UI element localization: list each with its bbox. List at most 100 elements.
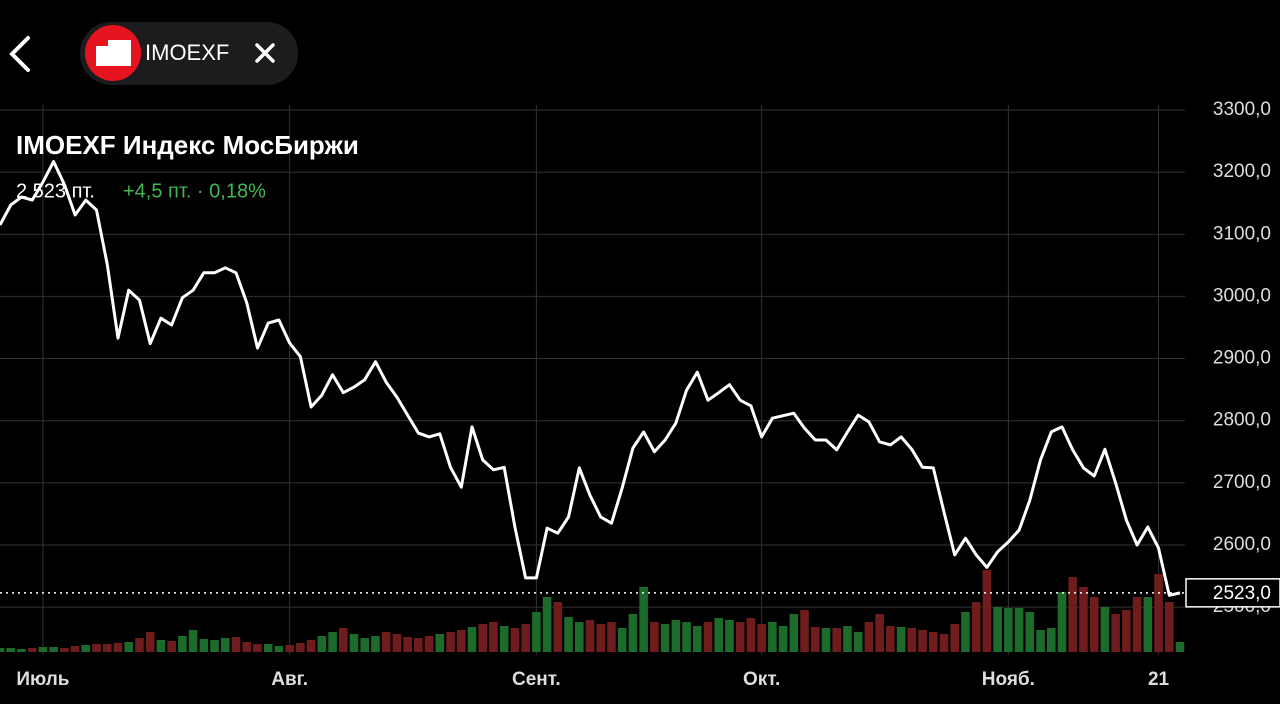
volume-bar	[1111, 614, 1120, 652]
chart-title: IMOEXF Индекс МосБиржи	[16, 130, 359, 160]
volume-bar	[1143, 597, 1153, 652]
volume-bar	[38, 647, 48, 652]
volume-bar	[242, 642, 252, 652]
y-tick-label: 3000,0	[1213, 285, 1271, 306]
volume-bar	[725, 620, 734, 652]
volume-bar	[478, 624, 488, 652]
volume-bar	[553, 602, 563, 652]
volume-bar	[210, 640, 219, 652]
volume-bar	[982, 570, 992, 652]
volume-bar	[81, 645, 91, 652]
volume-bar	[682, 622, 691, 652]
volume-bar	[1175, 642, 1185, 652]
volume-bar	[285, 645, 294, 652]
volume-bar	[338, 628, 348, 652]
volume-bar	[6, 648, 16, 652]
volume-bar	[467, 627, 477, 652]
x-tick-label: Авг.	[271, 669, 308, 690]
y-tick-label: 3300,0	[1213, 99, 1271, 120]
volume-bar	[1100, 607, 1110, 652]
volume-bar	[521, 624, 530, 652]
volume-bar	[671, 620, 681, 652]
volume-bar	[499, 626, 509, 652]
price-marker-box	[1185, 578, 1280, 608]
volume-bar	[757, 624, 766, 652]
volume-bar	[424, 636, 434, 652]
volume-bar	[263, 644, 273, 652]
volume-bar	[435, 634, 445, 652]
plot: 2500,02600,02700,02800,02900,03000,03100…	[0, 99, 1280, 690]
volume-bar	[961, 612, 970, 652]
volume-bar	[1025, 612, 1035, 652]
volume-bar	[596, 624, 606, 652]
volume-bar	[0, 648, 5, 652]
volume-bar	[660, 624, 670, 652]
volume-bar	[414, 638, 423, 652]
volume-bar	[60, 648, 69, 652]
volume-bar	[446, 632, 455, 652]
ticker: IMOEXF	[145, 40, 229, 65]
volume-bar	[639, 587, 648, 652]
volume-bar	[489, 622, 498, 652]
volume-bar	[1154, 574, 1163, 652]
volume-bar	[360, 638, 370, 652]
volume-bar	[778, 626, 788, 652]
volume-bar	[768, 622, 777, 652]
volume-bar	[156, 640, 166, 652]
volume-bar	[692, 626, 702, 652]
volume-bar	[392, 634, 402, 652]
volume-bar	[746, 618, 756, 652]
volume-bar	[349, 634, 359, 652]
y-tick-label: 3200,0	[1213, 161, 1271, 182]
volume-bar	[124, 642, 134, 652]
y-tick-label: 2900,0	[1213, 348, 1271, 369]
volume-bar	[328, 632, 337, 652]
volume-bar	[199, 639, 209, 652]
volume-bar	[306, 640, 316, 652]
volume-bar	[145, 632, 155, 652]
volume-bar	[939, 634, 949, 652]
volume-bar	[49, 647, 58, 652]
volume-bar	[928, 632, 938, 652]
volume-bar	[971, 602, 981, 652]
volume-bar	[617, 628, 627, 652]
x-tick-label: Июль	[16, 669, 69, 690]
volume-bar	[650, 622, 659, 652]
volume-bar	[1036, 630, 1045, 652]
ticker-icon-shape	[96, 40, 131, 66]
volume-bar	[735, 622, 745, 652]
back-button[interactable]	[9, 36, 30, 72]
price-marker-label: 2523,0	[1213, 583, 1271, 604]
volume-bar	[853, 632, 863, 652]
close-button[interactable]	[255, 43, 275, 63]
volume-bar	[371, 636, 380, 652]
y-tick-label: 2600,0	[1213, 534, 1271, 555]
x-tick-label: Окт.	[743, 669, 780, 690]
volume-bar	[178, 636, 187, 652]
volume-bar	[92, 644, 101, 652]
volume-bar	[714, 618, 724, 652]
volume-bar	[993, 607, 1002, 652]
volume-bar	[1057, 592, 1067, 652]
volume-bar	[703, 622, 713, 652]
y-tick-label: 3100,0	[1213, 223, 1271, 244]
volume-bar	[1046, 628, 1056, 652]
volume-bar	[950, 624, 960, 652]
change: +4,5 пт. · 0,18%	[123, 180, 266, 202]
price: 2 523 пт.	[16, 180, 95, 202]
volume-bar	[843, 626, 852, 652]
volume-bar	[135, 638, 144, 652]
volume-bar	[896, 627, 906, 652]
volume-bar	[789, 614, 799, 652]
volume-bar	[1004, 608, 1013, 652]
volume-bar	[317, 636, 327, 652]
volume-bar	[274, 646, 284, 652]
volume-bar	[188, 630, 198, 652]
volume-bar	[574, 622, 584, 652]
volume-bar	[800, 610, 809, 652]
volume-bar	[607, 622, 616, 652]
volume-bar	[886, 626, 895, 652]
volume-bar	[875, 614, 884, 652]
